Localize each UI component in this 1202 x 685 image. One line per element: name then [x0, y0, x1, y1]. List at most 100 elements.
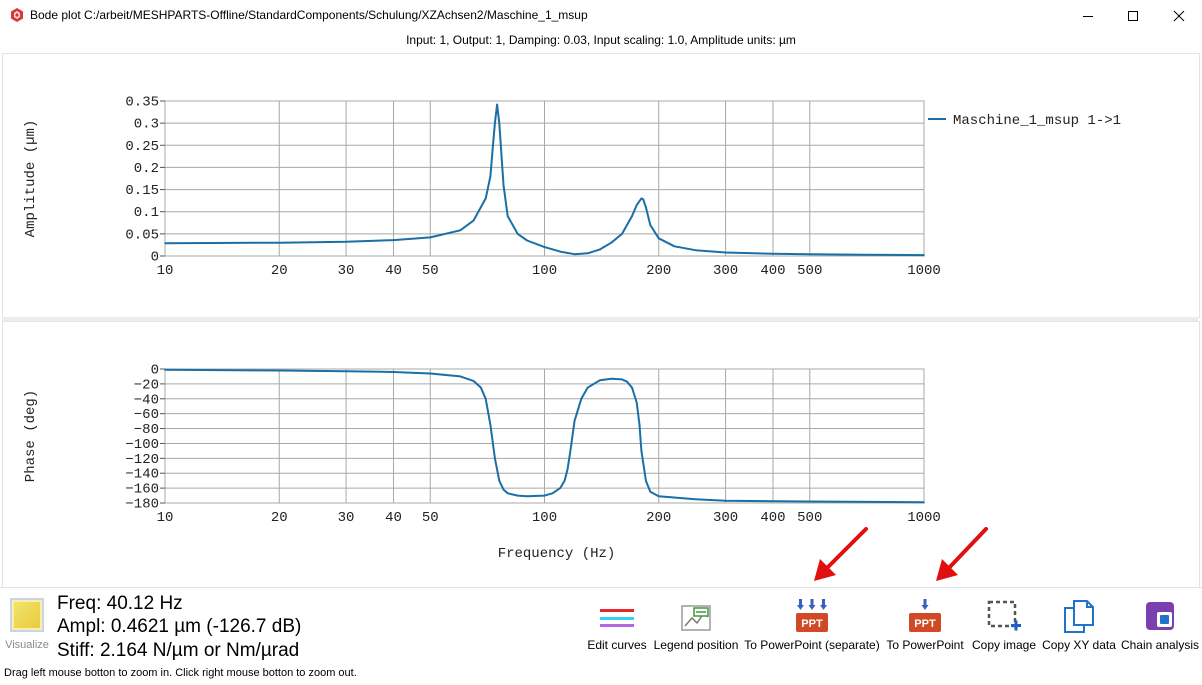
y-tick-label: 0.2 [134, 161, 159, 177]
copy-xy-data-label: Copy XY data [1042, 638, 1116, 652]
data-point [551, 492, 554, 495]
x-tick-label: 500 [797, 263, 822, 279]
data-point [345, 241, 347, 243]
data-point [657, 495, 660, 498]
y-tick-label: 0.3 [134, 117, 159, 133]
panel-separator[interactable] [2, 317, 1198, 321]
data-point [649, 491, 652, 493]
visualize-button[interactable]: Visualize [4, 598, 50, 658]
data-point [278, 369, 281, 372]
powerpoint-icon: PPT [909, 599, 941, 632]
copy-xy-data-button[interactable]: Copy XY data [1040, 597, 1118, 652]
data-point [506, 215, 509, 217]
x-tick-label: 10 [157, 263, 174, 279]
y-tick-label: −120 [125, 452, 159, 468]
phase-chart[interactable]: 10 20 30 40 50 100 200 300 400 500 10000−20−40−60−… [3, 322, 1199, 587]
stiff-readout: Stiff: 2.164 N/µm or Nm/µrad [57, 640, 300, 661]
data-point [516, 233, 519, 235]
data-point [459, 375, 462, 378]
y-tick-label: −40 [134, 392, 159, 408]
y-tick-label: −80 [134, 422, 159, 438]
x-tick-label: 100 [532, 263, 557, 279]
copy-image-label: Copy image [971, 638, 1037, 652]
legend-position-icon [681, 605, 711, 631]
legend-position-button[interactable]: Legend position [651, 597, 741, 652]
x-tick-label: 200 [646, 263, 671, 279]
y-tick-label: 0.25 [125, 139, 159, 155]
data-point [599, 379, 601, 381]
y-tick-label: −160 [125, 482, 159, 498]
data-point [472, 219, 475, 222]
series-line-0 [164, 103, 925, 257]
data-point [502, 184, 505, 186]
phase-plot-panel[interactable]: 10 20 30 40 50 100 200 300 400 500 1000 0 −20 −40 −60−… [2, 321, 1200, 588]
data-point [569, 450, 572, 452]
app-icon [11, 8, 23, 22]
chain-analysis-button[interactable]: Chain analysis [1120, 597, 1200, 652]
data-point [491, 148, 494, 151]
data-point [657, 237, 660, 240]
data-point [864, 253, 866, 256]
data-point [694, 498, 697, 501]
close-icon [1173, 10, 1185, 21]
x-tick-label: 50 [422, 263, 439, 279]
minimize-button[interactable] [1065, 0, 1111, 31]
data-point [638, 424, 641, 426]
data-point [772, 253, 774, 255]
data-point [586, 252, 589, 255]
close-button[interactable] [1156, 0, 1202, 31]
maximize-icon [1128, 10, 1138, 21]
y-tick-label: 0 [151, 363, 159, 379]
data-point [566, 468, 569, 471]
y-tick-label: 0.1 [134, 205, 159, 221]
to-powerpoint-separate-button[interactable]: PPT To PowerPoint (separate) [744, 597, 880, 652]
data-point [635, 401, 638, 404]
title-bar: Bode plot C:/arbeit/MESHPARTS-Offline/St… [0, 0, 1202, 31]
x-tick-label: 40 [385, 510, 402, 526]
ppt-badge: PPT [914, 618, 936, 630]
x-tick-label: 400 [760, 510, 785, 526]
data-point [498, 479, 501, 482]
data-point [543, 494, 546, 497]
data-point [649, 224, 652, 226]
data-point [673, 245, 676, 248]
x-tick-label: 1000 [907, 263, 941, 279]
x-tick-label: 500 [797, 510, 822, 526]
bottom-panel [0, 587, 1202, 685]
visualize-icon [10, 598, 44, 632]
freq-readout: Freq: 40.12 Hz [57, 593, 183, 614]
data-point [573, 253, 576, 255]
amplitude-chart[interactable]: 10 20 30 40 50 100 200 300 400 500 1000 0 0.05 0.1 0.1… [3, 54, 1199, 317]
x-tick-label: 10 [157, 510, 174, 526]
x-tick-label: 400 [760, 263, 785, 279]
data-point [621, 233, 623, 235]
y-tick-label: −100 [125, 437, 159, 453]
legend-entry[interactable]: Maschine_1_msup 1->1 [953, 113, 1121, 129]
data-point [506, 492, 509, 495]
legend-position-label: Legend position [653, 638, 739, 652]
to-powerpoint-separate-label: To PowerPoint (separate) [744, 638, 880, 652]
edit-curves-button[interactable]: Edit curves [585, 597, 649, 652]
amplitude-plot-panel[interactable]: 10 20 30 40 50 100 200 300 400 500 1000 0 0.05 0.1 0.1… [2, 53, 1200, 318]
data-point [724, 251, 727, 254]
data-point [498, 122, 501, 124]
data-point [543, 246, 546, 248]
data-point [586, 386, 589, 389]
data-point [489, 424, 492, 426]
data-point [635, 204, 638, 206]
data-point [164, 368, 166, 371]
y-tick-label: 0 [151, 250, 159, 266]
annotation-arrow-1 [814, 527, 868, 581]
window-title: Bode plot C:/arbeit/MESHPARTS-Offline/St… [30, 8, 588, 22]
x-tick-label: 50 [422, 510, 439, 526]
x-tick-label: 30 [338, 263, 355, 279]
copy-image-button[interactable]: Copy image [968, 597, 1040, 652]
x-tick-label: 20 [271, 263, 288, 279]
data-point [640, 450, 643, 452]
data-point [626, 380, 628, 383]
data-point [694, 249, 697, 251]
maximize-button[interactable] [1110, 0, 1156, 31]
edit-curves-icon [600, 609, 634, 627]
to-powerpoint-button[interactable]: PPT To PowerPoint [884, 597, 966, 652]
data-point [610, 241, 613, 244]
